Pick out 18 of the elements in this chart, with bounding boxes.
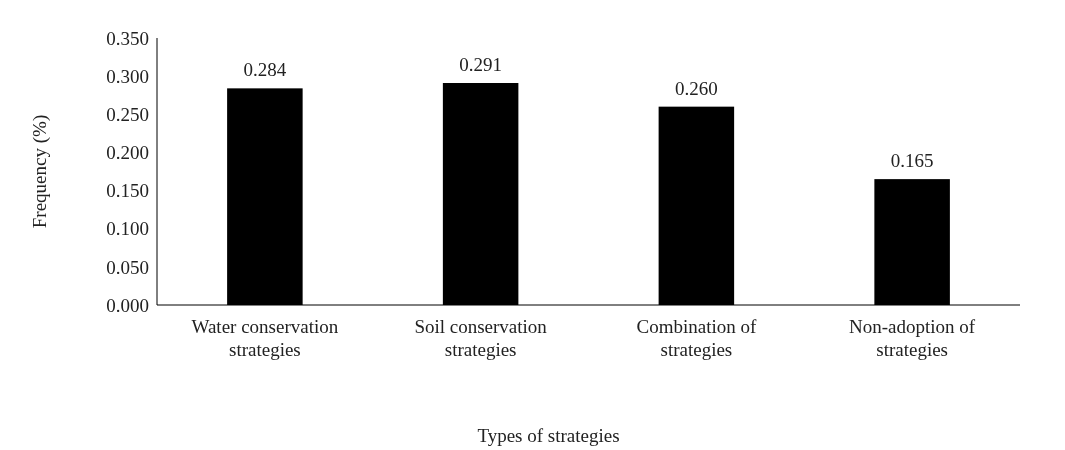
- y-tick-label: 0.150: [106, 180, 149, 202]
- data-label: 0.165: [890, 150, 934, 172]
- data-label: 0.260: [675, 77, 718, 99]
- x-tick-label: Non-adoption of strategies: [849, 316, 976, 360]
- data-label: 0.284: [243, 59, 287, 81]
- y-tick-label: 0.200: [106, 142, 149, 164]
- y-axis-title: Frequency (%): [29, 114, 51, 229]
- x-tick-label: Combination of strategies: [636, 316, 757, 360]
- y-tick-label: 0.050: [106, 256, 149, 278]
- y-tick-label: 0.250: [106, 103, 149, 125]
- x-tick-label: Soil conservation strategies: [414, 316, 548, 360]
- x-tick-label: Water conservation strategies: [191, 316, 339, 360]
- y-tick-label: 0.300: [106, 65, 149, 87]
- y-tick-label: 0.100: [106, 218, 149, 240]
- data-label: 0.291: [459, 54, 502, 76]
- y-tick-label: 0.000: [106, 294, 149, 316]
- y-tick-label: 0.350: [106, 27, 149, 49]
- x-axis-title: Types of strategies: [477, 425, 620, 446]
